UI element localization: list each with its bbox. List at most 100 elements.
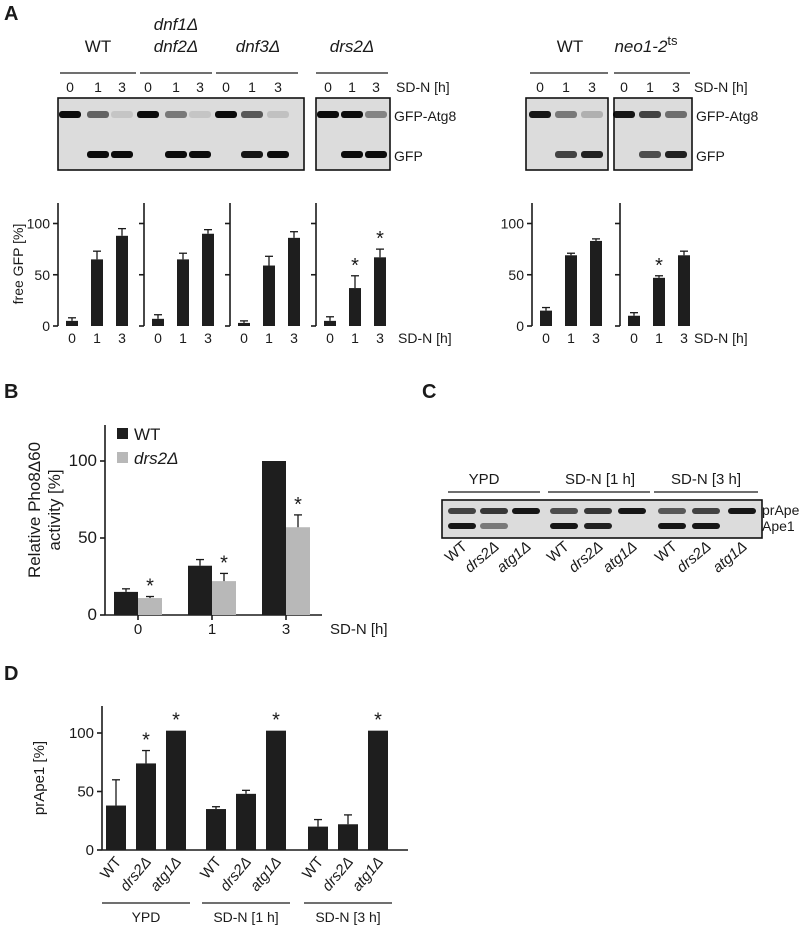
blot-c-band-upper-1 xyxy=(480,508,508,514)
blot-a-band-lower-3-2 xyxy=(365,151,387,158)
blot-a-lane-1-0: 0 xyxy=(144,79,152,95)
chart-d-tick-label-2: 100 xyxy=(69,725,94,742)
panel-label-d: D xyxy=(4,663,18,685)
chart-a-0-tick-label-1: 50 xyxy=(34,267,50,283)
blot-a-band-upper-2-0 xyxy=(215,111,237,118)
blot-a-band-upper-0-2 xyxy=(111,111,133,118)
blot-c-band-upper-4 xyxy=(584,508,612,514)
panel-c-blot: YPD SD-N [1 h] SD-N [3 h] prApe1 Ape1 WT… xyxy=(441,471,800,576)
blot-a-band-lower-2-2 xyxy=(267,151,289,158)
chart-a-4-tick-label-1: 50 xyxy=(508,267,524,283)
chart-a-1-xtick-1: 1 xyxy=(179,330,187,346)
chart-a-0-2-bar xyxy=(116,235,128,326)
chart-a-1-2-bar xyxy=(202,233,214,326)
blot-a-frame-3 xyxy=(525,97,609,171)
blot-a-lane-0-0: 0 xyxy=(66,79,74,95)
blot-a-lane-5-0: 0 xyxy=(620,79,628,95)
blot-a-group-dnf1: dnf1Δ xyxy=(154,15,199,34)
blot-c-cond-1: YPD xyxy=(469,471,500,488)
chart-a-4-tick-label-2: 100 xyxy=(501,216,525,232)
chart-a-1-0-bar xyxy=(152,318,164,326)
chart-d-condition-1: SD-N [1 h] xyxy=(213,909,278,925)
blot-c-cond-2: SD-N [1 h] xyxy=(565,471,635,488)
chart-b-drs2-1-star: * xyxy=(220,552,228,574)
blot-a-group-dnf3: dnf3Δ xyxy=(236,37,281,56)
blot-a-frame-1 xyxy=(57,97,305,171)
chart-b-drs2-1-bar xyxy=(212,581,236,615)
chart-a-0-1-bar xyxy=(91,259,103,326)
chart-a-5-2-bar xyxy=(678,255,690,326)
blot-c-band-lower-6 xyxy=(658,523,686,529)
chart-a-3-xtick-2: 3 xyxy=(376,330,384,346)
blot-a-lane-5-1: 1 xyxy=(646,79,654,95)
blot-c-strain-2: atg1Δ xyxy=(494,538,535,576)
chart-a-5-1-star: * xyxy=(655,255,663,277)
blot-a-band-upper-3-1 xyxy=(341,111,363,118)
legend-drs2-swatch xyxy=(117,452,128,463)
blot-a-group-neo1: neo1-2ts xyxy=(614,33,678,56)
chart-a-2-0-bar xyxy=(238,322,250,326)
chart-a-2-xtick-1: 1 xyxy=(265,330,273,346)
chart-b-drs2-2-bar xyxy=(286,527,310,615)
blot-a-lane-5-2: 3 xyxy=(672,79,680,95)
chart-b-tick-label-1: 50 xyxy=(78,528,97,547)
chart-a-4-xtick-0: 0 xyxy=(542,330,550,346)
blot-a-lane-2-2: 3 xyxy=(274,79,282,95)
chart-d-strain-1-1: drs2Δ xyxy=(217,854,255,895)
blot-a-band-upper-3-0 xyxy=(317,111,339,118)
chart-d-atg1-1-star: * xyxy=(272,710,280,732)
blot-a-band-label-lower-1: GFP xyxy=(394,148,423,164)
chart-d-drs2-0-star: * xyxy=(142,730,150,752)
blot-a-band-lower-0-1 xyxy=(87,151,109,158)
chart-d-atg1-0-bar xyxy=(166,730,186,850)
chart-d-wt-1-bar xyxy=(206,809,226,850)
chart-a-2-xtick-2: 3 xyxy=(290,330,298,346)
blot-a-lane-4-2: 3 xyxy=(588,79,596,95)
chart-a-0-tick-label-2: 100 xyxy=(27,216,51,232)
chart-a-ylabel: free GFP [%] xyxy=(10,224,26,305)
chart-a-1-xtick-0: 0 xyxy=(154,330,162,346)
blot-a-frame-2 xyxy=(315,97,391,171)
chart-b-bars: 0 50 100 * 0 * 1 * 3 xyxy=(69,425,322,638)
chart-d-strain-2-1: drs2Δ xyxy=(319,854,357,895)
chart-a-2-xtick-0: 0 xyxy=(240,330,248,346)
blot-c-band-upper: prApe1 xyxy=(762,502,800,518)
chart-a-3-xtick-0: 0 xyxy=(326,330,334,346)
chart-a-xlabel-1: SD-N [h] xyxy=(398,330,452,346)
chart-a-5-xtick-0: 0 xyxy=(630,330,638,346)
blot-a-band-upper-1-2 xyxy=(189,111,211,118)
blot-c-band-upper-7 xyxy=(692,508,720,514)
chart-a-3-1-star: * xyxy=(351,255,359,277)
blot-a-frame-4 xyxy=(613,97,693,171)
chart-b-ylabel-line1: Relative Pho8Δ60 xyxy=(25,442,44,578)
blot-a-band-label-lower-2: GFP xyxy=(696,148,725,164)
blot-a-band-lower-0-2 xyxy=(111,151,133,158)
chart-a-4-xtick-1: 1 xyxy=(567,330,575,346)
blot-c-band-lower: Ape1 xyxy=(762,518,795,534)
blot-a-group-drs2: drs2Δ xyxy=(330,37,374,56)
chart-a-3-0-bar xyxy=(324,320,336,326)
blot-a-band-lower-1-2 xyxy=(189,151,211,158)
blot-a-band-lower-5-1 xyxy=(639,151,661,158)
chart-d-tick-label-1: 50 xyxy=(77,784,94,801)
chart-a-1-xtick-2: 3 xyxy=(204,330,212,346)
blot-a-lane-4-0: 0 xyxy=(536,79,544,95)
chart-d-condition-0: YPD xyxy=(132,909,161,925)
chart-d-drs2-1-bar xyxy=(236,793,256,850)
blot-a-band-upper-5-0 xyxy=(613,111,635,118)
blot-a-band-upper-5-1 xyxy=(639,111,661,118)
blot-c-strain-5: atg1Δ xyxy=(600,538,641,576)
blot-a-band-lower-1-1 xyxy=(165,151,187,158)
blot-a-lane-2-0: 0 xyxy=(222,79,230,95)
chart-a-1-1-bar xyxy=(177,259,189,326)
chart-a-3-2-star: * xyxy=(376,228,384,250)
blot-a-band-lower-4-2 xyxy=(581,151,603,158)
chart-a-2-1-bar xyxy=(263,265,275,326)
blot-a-lane-3-0: 0 xyxy=(324,79,332,95)
blot-a-group-wt: WT xyxy=(85,37,111,56)
chart-a-4-xtick-2: 3 xyxy=(592,330,600,346)
blot-c-strain-1: drs2Δ xyxy=(462,538,503,576)
blot-a-lane-2-1: 1 xyxy=(248,79,256,95)
blot-c-band-lower-3 xyxy=(550,523,578,529)
chart-a-0-xtick-0: 0 xyxy=(68,330,76,346)
